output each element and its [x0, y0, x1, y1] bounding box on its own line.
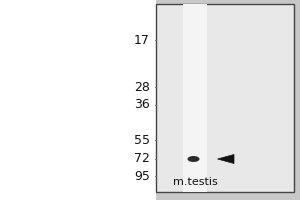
Bar — [0, 0, 156, 200]
Polygon shape — [218, 154, 234, 164]
Text: 17: 17 — [134, 33, 150, 46]
Bar — [183, 4, 207, 192]
Text: 72: 72 — [134, 152, 150, 166]
Text: 28: 28 — [134, 81, 150, 94]
Bar — [156, 4, 294, 192]
Text: 55: 55 — [134, 134, 150, 146]
Text: 36: 36 — [134, 98, 150, 112]
Text: 95: 95 — [134, 170, 150, 182]
Text: m.testis: m.testis — [172, 177, 218, 187]
Ellipse shape — [188, 156, 200, 162]
